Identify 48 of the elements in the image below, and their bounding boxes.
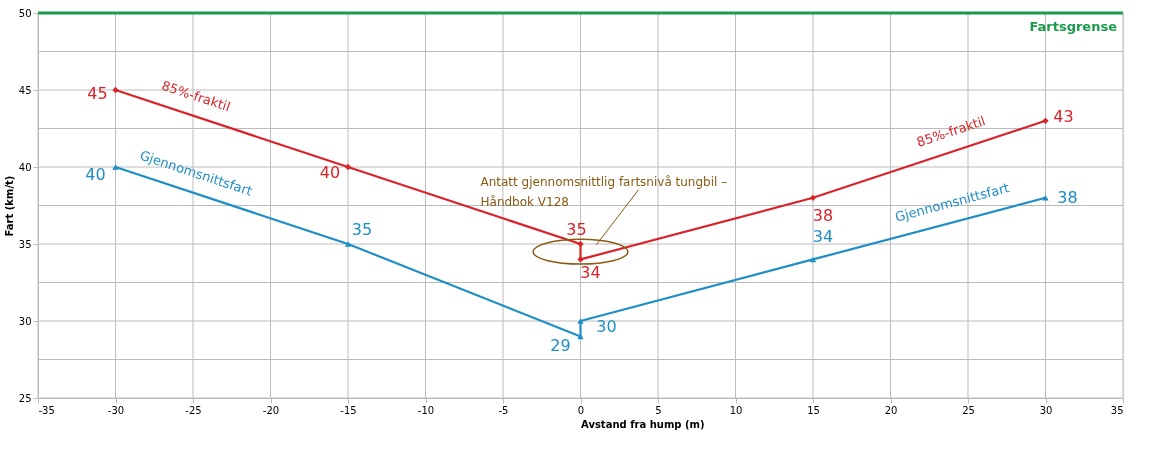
data-label: 38 xyxy=(812,205,834,225)
x-tick-label: 0 xyxy=(577,404,585,416)
x-tick-label: -15 xyxy=(340,404,357,416)
point xyxy=(809,194,817,201)
y-tick-label: 50 xyxy=(18,7,32,19)
point xyxy=(1042,117,1049,124)
x-tick-label: 25 xyxy=(962,404,975,416)
data-label: 40 xyxy=(85,165,106,184)
data-label: 30 xyxy=(596,317,617,336)
data-label: 35 xyxy=(566,220,587,239)
point xyxy=(112,164,119,170)
point xyxy=(577,256,584,263)
point xyxy=(809,256,817,263)
y-axis-title: Fart (km/t) xyxy=(3,175,15,237)
x-tick-label: -20 xyxy=(262,404,280,416)
data-label: 34 xyxy=(580,263,601,283)
data-label: 40 xyxy=(319,163,341,182)
y-tick-label: 40 xyxy=(18,161,32,173)
x-tick-label: -5 xyxy=(498,404,509,416)
x-tick-label: -35 xyxy=(38,404,55,416)
data-label: 35 xyxy=(351,220,373,239)
x-tick-label: 20 xyxy=(884,404,898,416)
data-label: 38 xyxy=(1057,187,1078,207)
x-axis-title: Avstand fra hump (m) xyxy=(581,418,705,430)
point xyxy=(577,318,584,324)
y-tick-label: 35 xyxy=(18,238,32,250)
point xyxy=(1042,195,1049,201)
ref-line-label: Fartsgrense xyxy=(1029,19,1118,34)
y-tick-label: 30 xyxy=(18,315,32,327)
data-label: 43 xyxy=(1053,106,1074,126)
annotation: Antatt gjennomsnittlig fartsnivå tungbil – Håndbok V128 xyxy=(480,174,728,209)
data-label: 34 xyxy=(812,227,834,247)
point xyxy=(344,163,352,171)
data-label: 45 xyxy=(87,84,108,103)
point xyxy=(344,241,352,247)
data-label: 29 xyxy=(550,336,571,356)
x-tick-label: -10 xyxy=(417,404,435,416)
x-tick-label: -25 xyxy=(185,404,202,416)
x-tick-label: 30 xyxy=(1039,404,1053,416)
x-tick-label: 5 xyxy=(655,404,662,416)
x-tick-label: 10 xyxy=(729,404,743,416)
y-tick-label: 25 xyxy=(18,392,32,404)
point xyxy=(112,86,119,94)
y-tick-label: 45 xyxy=(18,84,32,96)
x-tick-label: -30 xyxy=(107,404,125,416)
point xyxy=(577,240,584,248)
x-tick-label: 15 xyxy=(807,404,820,416)
x-tick-label: 35 xyxy=(1110,404,1124,416)
